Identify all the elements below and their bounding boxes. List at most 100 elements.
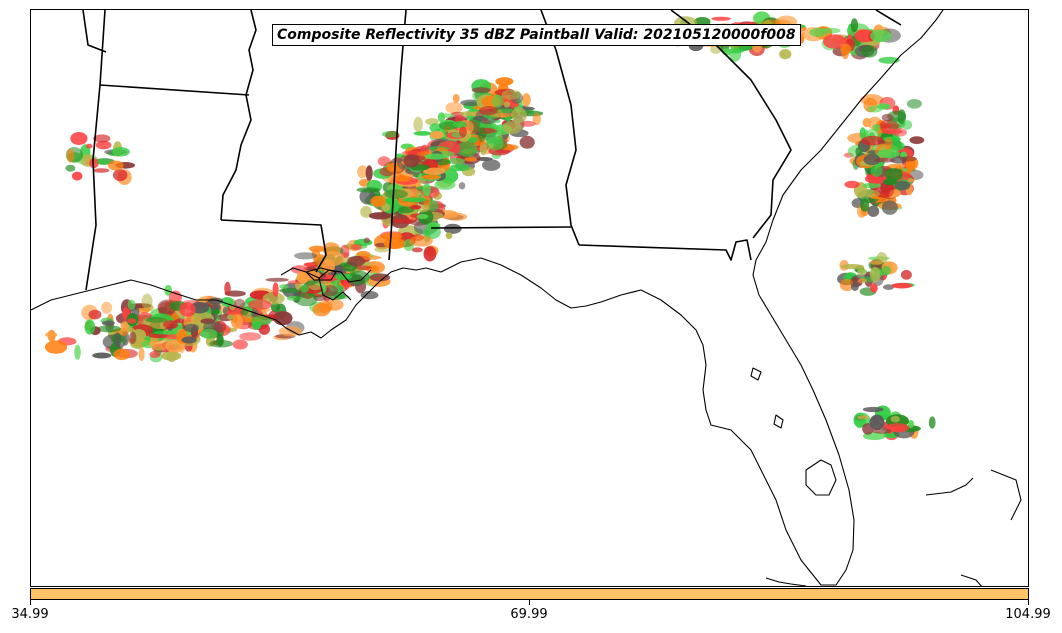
reflectivity-blob [482,159,501,171]
reflectivity-blob [248,299,272,310]
reflectivity-blob [471,87,491,94]
reflectivity-blob [74,344,81,360]
reflectivity-blob [779,49,792,60]
reflectivity-blob [423,167,446,175]
reflectivity-blob [265,277,289,282]
reflectivity-blob [149,350,161,358]
reflectivity-blob [129,331,137,344]
map-canvas [31,10,1022,586]
reflectivity-blob [862,117,871,128]
reflectivity-blob [855,147,863,156]
reflectivity-blob [863,153,881,166]
reflectivity-blob [870,164,883,177]
reflectivity-blob [857,266,866,277]
border-mississippi-river [220,10,257,221]
reflectivity-blob [859,127,866,140]
reflectivity-blob [870,29,892,43]
reflectivity-blob [70,132,88,145]
reflectivity-blob [297,271,310,284]
reflectivity-blob [359,255,382,260]
reflectivity-blob [906,99,922,109]
reflectivity-blob [369,273,391,282]
reflectivity-blob [477,127,486,142]
reflectivity-blob [165,333,178,340]
reflectivity-blob [422,183,431,197]
reflectivity-blob [495,77,514,86]
reflectivity-blob [844,180,860,189]
reflectivity-blob [492,95,504,108]
reflectivity-blob [84,319,96,335]
reflectivity-blob [458,182,466,190]
reflectivity-blob [273,311,293,326]
border-fl-al [430,226,572,229]
border-ar-west [82,10,107,53]
reflectivity-blob [872,123,881,132]
reflectivity-blob [867,205,880,217]
reflectivity-blob [201,328,218,340]
reflectivity-blob [312,303,331,317]
reflectivity-blob [871,428,892,434]
reflectivity-blob [869,266,881,283]
border-ar-la [99,84,250,96]
reflectivity-blob [409,235,433,247]
reflectivity-blob [877,149,900,159]
reflectivity-blob [148,333,170,339]
reflectivity-blob [381,131,399,138]
reflectivity-blob [850,282,859,291]
reflectivity-blob [884,168,903,182]
reflectivity-blob [445,232,453,240]
reflectivity-blob [212,309,220,315]
reflectivity-blob [363,237,371,244]
reflectivity-blob [861,45,878,58]
reflectivity-blob [216,334,224,347]
reflectivity-blob [403,154,420,168]
reflectivity-blob [368,212,392,220]
reflectivity-blob [391,218,414,224]
reflectivity-blob [374,246,390,253]
reflectivity-blob [141,293,153,310]
reflectivity-blob [66,148,75,163]
reflectivity-blob [183,323,199,333]
reflectivity-blob [357,165,368,179]
reflectivity-blob [857,278,868,284]
reflectivity-blob [860,198,870,212]
reflectivity-blob [445,102,463,114]
reflectivity-blob [881,113,894,122]
reflectivity-blob [890,415,900,423]
reflectivity-blob [711,16,731,21]
reflectivity-blob [226,314,235,320]
gulf-coast-texas-louisiana [31,241,855,586]
map-panel[interactable]: Composite Reflectivity 35 dBZ Paintball … [30,9,1029,587]
reflectivity-blob [45,331,58,338]
reflectivity-blob [294,252,317,260]
reflectivity-blob [850,18,859,33]
reflectivity-blob [381,232,403,241]
reflectivity-blob [502,121,522,134]
reflectivity-blob [303,262,316,267]
reflectivity-blob [416,214,429,219]
reflectivity-blob [325,299,344,311]
reflectivity-blob [429,123,442,133]
reflectivity-blob [308,245,326,252]
reflectivity-blob [164,284,172,296]
reflectivity-blob [889,141,905,151]
reflectivity-blob [153,330,178,335]
reflectivity-blob [840,264,865,270]
reflectivity-blob [360,290,379,300]
reflectivity-blob [145,317,168,323]
reflectivity-blob [86,143,93,149]
reflectivity-blob [220,297,234,307]
reflectivity-blob [840,43,852,55]
fl-lake-1 [773,414,784,429]
reflectivity-blob [501,89,522,100]
reflectivity-blob [163,320,179,329]
state-borders [82,10,902,291]
reflectivity-blob [429,130,444,139]
bahamas-1 [925,477,974,496]
reflectivity-blob [272,282,279,297]
reflectivity-blob [862,406,884,413]
reflectivity-blob [870,283,878,293]
reflectivity-blob [909,136,925,144]
colorbar-tick-mark-max [1028,600,1029,605]
reflectivity-blob [869,414,885,430]
